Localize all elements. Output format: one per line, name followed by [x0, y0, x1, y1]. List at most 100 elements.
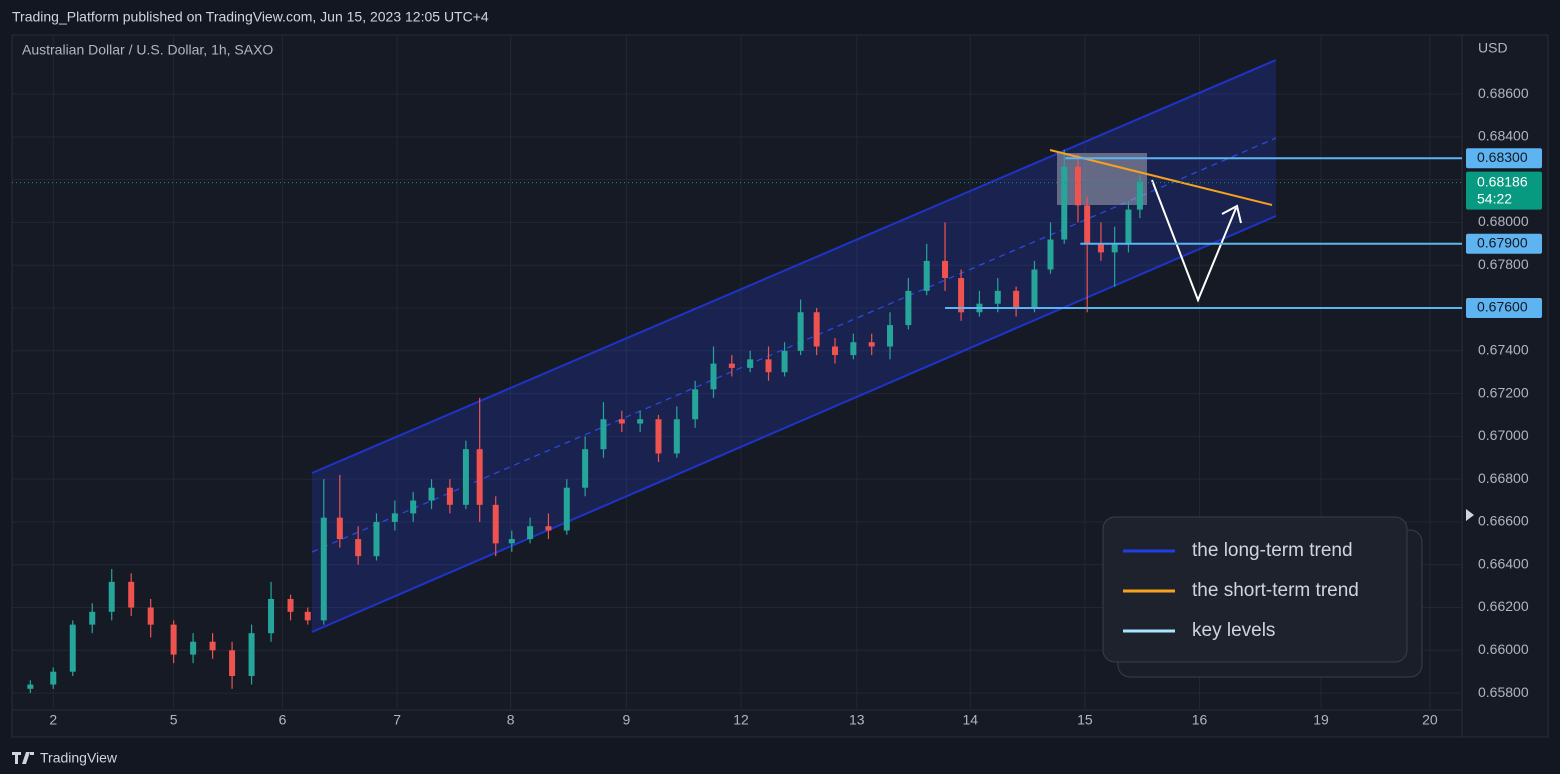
- candle-body: [563, 487, 570, 531]
- last-price-label: 0.68186: [1477, 173, 1528, 189]
- x-tick-label: 15: [1077, 712, 1093, 728]
- y-tick-label: 0.67400: [1478, 341, 1529, 357]
- legend: the long-term trend the short-term trend k…: [1102, 516, 1423, 678]
- y-tick-label: 0.66800: [1478, 470, 1529, 486]
- key-level-tag: [1466, 233, 1542, 254]
- channel-fill: [312, 60, 1276, 632]
- candles: [27, 149, 1143, 694]
- candle-body: [462, 449, 469, 505]
- candle-body: [355, 539, 362, 557]
- candle-body: [832, 346, 839, 356]
- candle-body: [850, 342, 857, 356]
- candle-body: [582, 449, 589, 488]
- candle-body: [248, 633, 255, 676]
- candle-body: [868, 342, 875, 347]
- y-tick-label: 0.66600: [1478, 513, 1529, 529]
- y-tick-label: 0.67200: [1478, 384, 1529, 400]
- key-level-label: 0.67900: [1477, 235, 1528, 251]
- x-tick-label: 7: [393, 712, 401, 728]
- candle-body: [765, 359, 772, 373]
- x-tick-label: 6: [279, 712, 287, 728]
- candle-body: [108, 581, 115, 612]
- scroll-marker: [1466, 509, 1474, 521]
- candle-body: [710, 363, 717, 390]
- y-tick-label: 0.67000: [1478, 427, 1529, 443]
- candle-body: [637, 419, 644, 424]
- y-tick-label: 0.65800: [1478, 684, 1529, 700]
- candle-body: [747, 359, 754, 368]
- x-tick-label: 2: [49, 712, 57, 728]
- candle-body: [994, 290, 1001, 304]
- x-tick-label: 12: [733, 712, 749, 728]
- channel-middle: [311, 137, 1277, 553]
- candle-body: [268, 598, 275, 634]
- x-tick-label: 14: [962, 712, 978, 728]
- y-tick-label: 0.68600: [1478, 85, 1529, 101]
- candle-body: [545, 526, 552, 531]
- logo: TradingView: [12, 750, 118, 766]
- candle-body: [320, 517, 327, 621]
- legend-label: the short-term trend: [1192, 580, 1359, 601]
- legend-label: the long-term trend: [1192, 540, 1353, 561]
- candle-body: [391, 513, 398, 522]
- x-tick-label: 13: [849, 712, 865, 728]
- y-tick-label: 0.68000: [1478, 213, 1529, 229]
- key-level-tag: [1466, 148, 1542, 169]
- header: Trading_Platform published on TradingVie…: [12, 9, 489, 25]
- chart-title: Australian Dollar / U.S. Dollar, 1h, SAX…: [22, 42, 273, 58]
- candle-body: [673, 419, 680, 454]
- x-tick-label: 9: [622, 712, 630, 728]
- candle-body: [600, 419, 607, 450]
- x-tick-label: 5: [170, 712, 178, 728]
- legend-label: key levels: [1192, 620, 1275, 641]
- candle-body: [410, 500, 417, 514]
- candle-body: [147, 607, 154, 625]
- candle-body: [304, 611, 311, 621]
- y-tick-label: 0.68400: [1478, 128, 1529, 144]
- candle-body: [1136, 181, 1143, 210]
- countdown: 54:22: [1477, 190, 1512, 206]
- candle-body: [958, 278, 965, 313]
- candle-body: [618, 419, 625, 424]
- logo-mark: [12, 752, 34, 764]
- grid: [12, 35, 1462, 710]
- candle-body: [781, 350, 788, 373]
- candle-body: [508, 539, 515, 544]
- candle-body: [1013, 290, 1020, 308]
- candle-body: [1031, 269, 1038, 308]
- candle-body: [170, 624, 177, 655]
- candle-body: [813, 312, 820, 347]
- candle-body: [209, 641, 216, 651]
- x-tick-label: 19: [1313, 712, 1329, 728]
- candle-body: [905, 290, 912, 326]
- x-tick-label: 8: [507, 712, 515, 728]
- candle-body: [887, 325, 894, 347]
- candle-body: [446, 487, 453, 505]
- candle-body: [728, 363, 735, 368]
- candle-body: [1111, 243, 1118, 253]
- candle-body: [69, 624, 76, 672]
- candle-body: [1061, 166, 1068, 240]
- candle-body: [923, 260, 930, 291]
- x-tick-label: 16: [1192, 712, 1208, 728]
- key-level-label: 0.68300: [1477, 149, 1528, 165]
- candle-body: [1097, 243, 1104, 253]
- y-tick-label: 0.66400: [1478, 555, 1529, 571]
- y-axis-label: USD: [1478, 40, 1508, 56]
- channel-upper: [311, 59, 1277, 474]
- candle-body: [655, 419, 662, 454]
- candle-body: [50, 671, 57, 685]
- candle-body: [1075, 166, 1082, 206]
- candle-body: [27, 684, 34, 689]
- arrow-head: [1221, 204, 1242, 224]
- highlight-box: [1057, 153, 1147, 205]
- candle-body: [336, 517, 343, 540]
- candle-body: [1125, 209, 1132, 244]
- candle-body: [89, 611, 96, 625]
- y-tick-label: 0.67800: [1478, 256, 1529, 272]
- candle-body: [373, 521, 380, 557]
- candle-body: [428, 487, 435, 501]
- footer: TradingView: [40, 750, 118, 766]
- candle-body: [527, 526, 534, 540]
